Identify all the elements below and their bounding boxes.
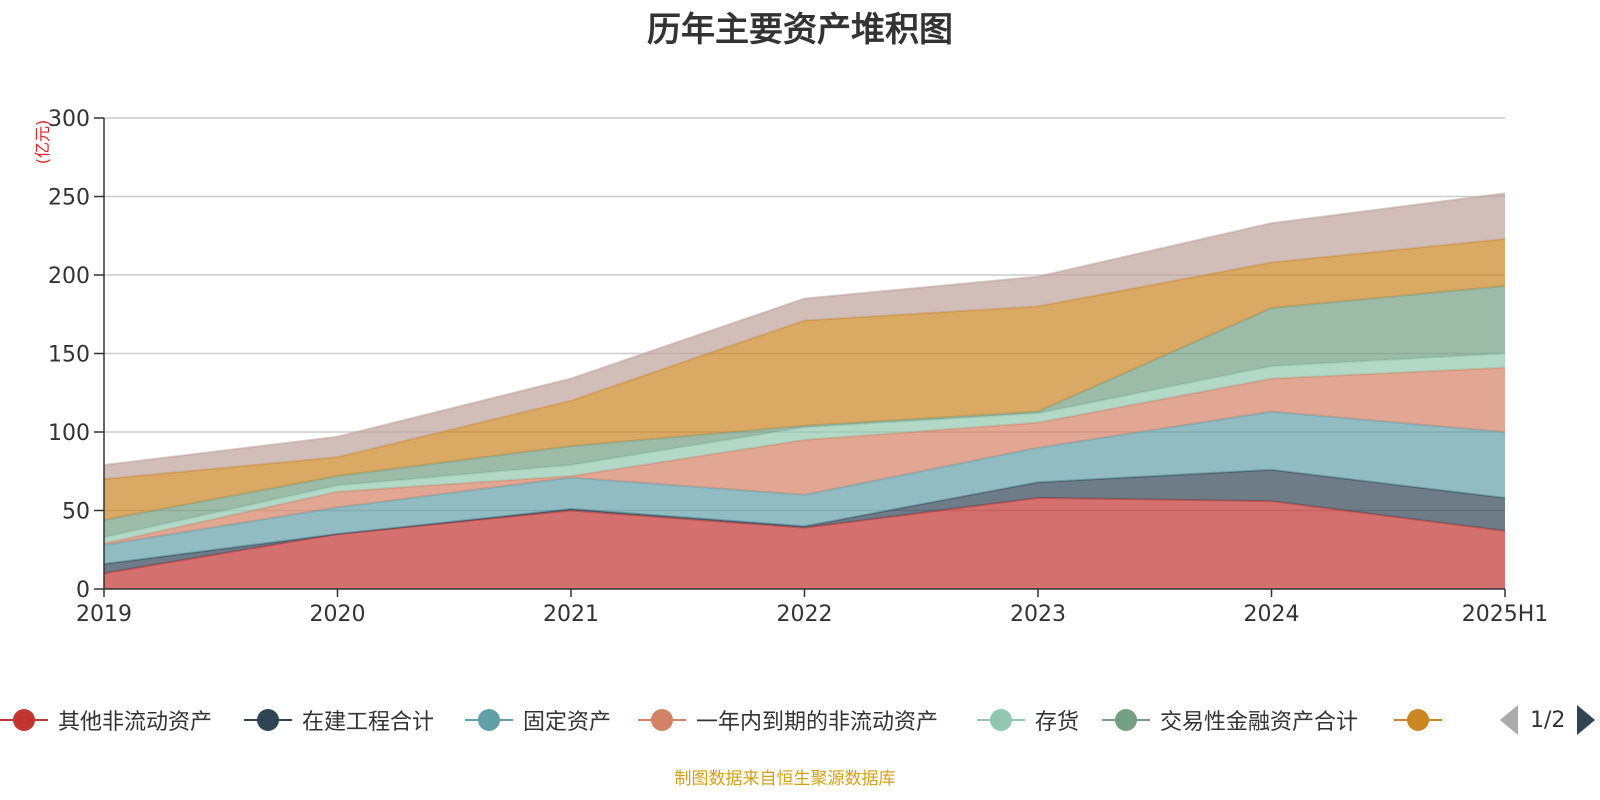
legend-marker-icon bbox=[977, 700, 1025, 740]
x-tick-label: 2021 bbox=[543, 602, 599, 627]
legend-label: 固定资产 bbox=[523, 710, 612, 735]
legend-marker-icon bbox=[1394, 700, 1442, 740]
legend: 其他非流动资产 在建工程合计 固定资产 一年内到期的非流动资产 存货 交易性金融资产合计 bbox=[0, 700, 1600, 740]
area-series-group bbox=[103, 192, 1506, 589]
legend-prev-page-icon[interactable] bbox=[1500, 705, 1518, 735]
legend-item[interactable]: 存货 bbox=[977, 700, 1079, 740]
legend-page-indicator: 1/2 bbox=[1530, 707, 1566, 733]
y-axis-label: (亿元) bbox=[33, 120, 52, 165]
area-series-5 bbox=[104, 286, 1505, 538]
legend-label: 在建工程合计 bbox=[302, 710, 435, 735]
stacked-area-chart: 0 50 100 150 200 250 300 2019 2020 2021 2022 2023 20… bbox=[33, 107, 1548, 627]
area-series-0 bbox=[104, 497, 1505, 589]
y-tick-label: 0 bbox=[76, 578, 90, 603]
y-tick-label: 50 bbox=[62, 500, 90, 525]
legend-marker-icon bbox=[244, 700, 292, 740]
legend-label: 一年内到期的非流动资产 bbox=[696, 710, 939, 735]
source-note: 制图数据来自恒生聚源数据库 bbox=[674, 769, 896, 789]
legend-marker-icon bbox=[0, 700, 48, 740]
x-tick-label: 2025H1 bbox=[1462, 602, 1549, 627]
y-tick-label: 150 bbox=[48, 343, 90, 368]
area-series-6 bbox=[104, 238, 1505, 520]
legend-marker-icon bbox=[1102, 700, 1150, 740]
legend-item[interactable] bbox=[1394, 700, 1442, 740]
legend-next-page-icon[interactable] bbox=[1577, 705, 1596, 735]
axes: 0 50 100 150 200 250 300 2019 2020 2021 2022 2023 20… bbox=[33, 107, 1548, 627]
legend-item[interactable]: 固定资产 bbox=[465, 700, 611, 740]
legend-marker-icon bbox=[465, 700, 513, 740]
legend-label: 存货 bbox=[1035, 710, 1080, 735]
legend-item[interactable]: 一年内到期的非流动资产 bbox=[638, 700, 938, 740]
x-tick-label: 2023 bbox=[1010, 602, 1066, 627]
legend-item[interactable]: 交易性金融资产合计 bbox=[1102, 700, 1358, 740]
legend-pager: 1/2 bbox=[1500, 700, 1596, 740]
y-tick-label: 200 bbox=[48, 264, 90, 289]
y-tick-label: 250 bbox=[48, 186, 90, 211]
legend-marker-icon bbox=[638, 700, 686, 740]
legend-label: 其他非流动资产 bbox=[58, 710, 213, 735]
area-series-4 bbox=[104, 353, 1505, 544]
x-tick-label: 2022 bbox=[777, 602, 833, 627]
y-tick-label: 100 bbox=[48, 421, 90, 446]
x-tick-label: 2020 bbox=[310, 602, 366, 627]
legend-item[interactable]: 其他非流动资产 bbox=[0, 700, 212, 740]
area-series-2 bbox=[104, 411, 1505, 564]
area-series-3 bbox=[104, 367, 1505, 545]
legend-item[interactable]: 在建工程合计 bbox=[244, 700, 434, 740]
legend-label: 交易性金融资产合计 bbox=[1160, 710, 1359, 735]
y-tick-label: 300 bbox=[48, 107, 90, 132]
area-series-1 bbox=[104, 469, 1505, 574]
series-line-7 bbox=[103, 192, 1506, 466]
chart-title: 历年主要资产堆积图 bbox=[647, 10, 953, 50]
x-tick-label: 2024 bbox=[1244, 602, 1300, 627]
x-tick-label: 2019 bbox=[76, 602, 132, 627]
